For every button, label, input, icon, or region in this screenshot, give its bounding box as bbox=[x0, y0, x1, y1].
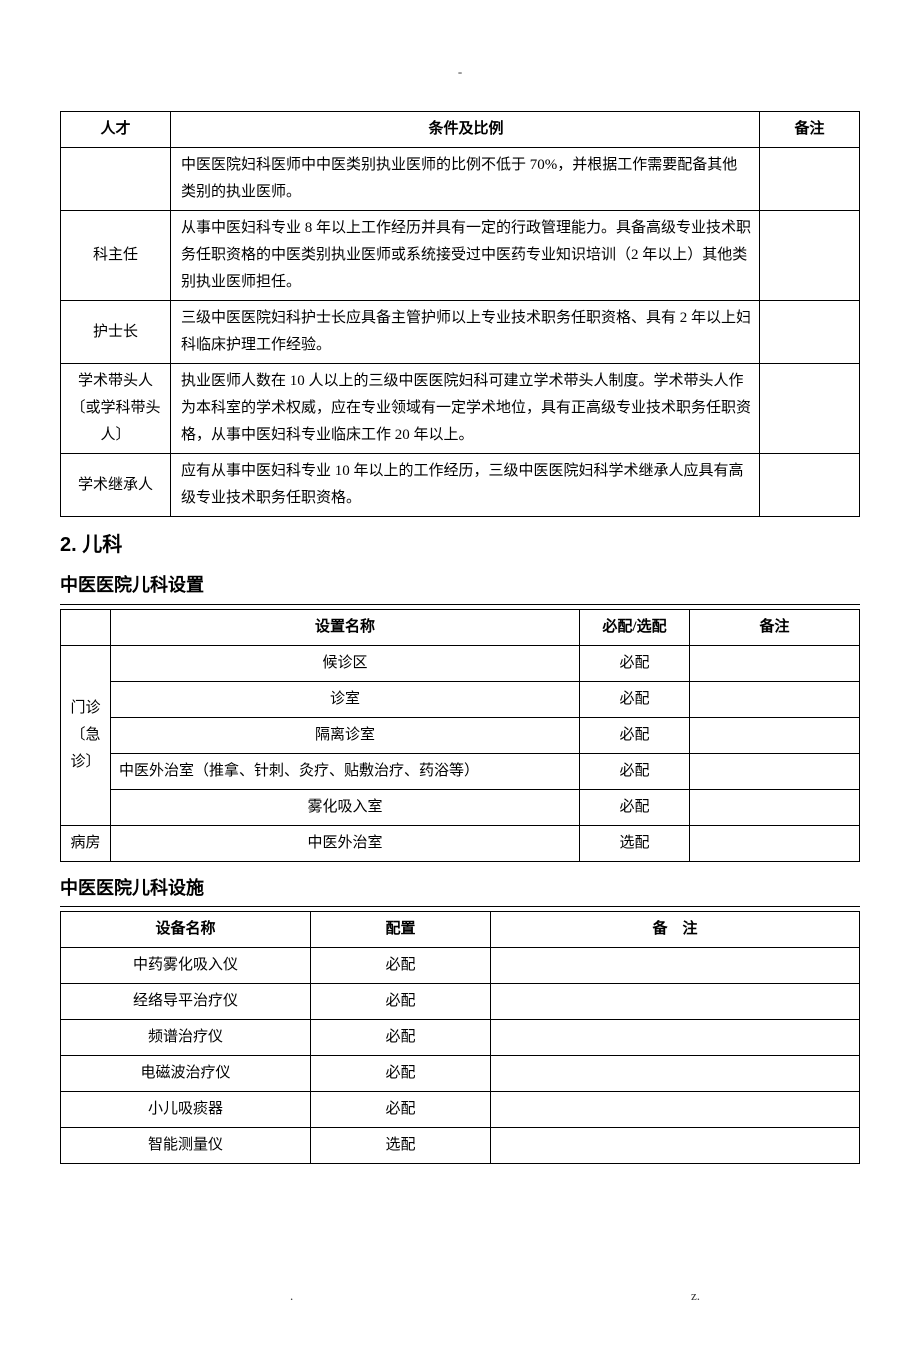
facilities-header-note: 备 注 bbox=[491, 912, 860, 948]
facilities-name: 小儿吸痰器 bbox=[61, 1092, 311, 1128]
talent-note bbox=[760, 211, 860, 301]
talent-header-note: 备注 bbox=[760, 112, 860, 148]
settings-note bbox=[690, 825, 860, 861]
settings-name: 诊室 bbox=[111, 681, 580, 717]
talent-note bbox=[760, 454, 860, 517]
table-row: 中药雾化吸入仪 必配 bbox=[61, 948, 860, 984]
page-top-mark: - bbox=[60, 60, 860, 83]
talent-role: 学术带头人〔或学科带头人〕 bbox=[61, 364, 171, 454]
pediatrics-settings-table: 设置名称 必配/选配 备注 门诊〔急诊〕 候诊区 必配 诊室 必配 隔离诊室 必… bbox=[60, 609, 860, 862]
settings-table-header: 设置名称 必配/选配 备注 bbox=[61, 609, 860, 645]
table-row: 智能测量仪 选配 bbox=[61, 1128, 860, 1164]
facilities-note bbox=[491, 984, 860, 1020]
table-row: 科主任 从事中医妇科专业 8 年以上工作经历并具有一定的行政管理能力。具备高级专… bbox=[61, 211, 860, 301]
settings-config: 必配 bbox=[580, 789, 690, 825]
talent-condition: 执业医师人数在 10 人以上的三级中医医院妇科可建立学术带头人制度。学术带头人作… bbox=[171, 364, 760, 454]
talent-note bbox=[760, 364, 860, 454]
talent-role: 学术继承人 bbox=[61, 454, 171, 517]
settings-note bbox=[690, 717, 860, 753]
pediatrics-facilities-table: 设备名称 配置 备 注 中药雾化吸入仪 必配 经络导平治疗仪 必配 频谱治疗仪 … bbox=[60, 911, 860, 1164]
talent-role: 护士长 bbox=[61, 301, 171, 364]
facilities-config: 必配 bbox=[311, 948, 491, 984]
settings-config: 必配 bbox=[580, 681, 690, 717]
facilities-name: 电磁波治疗仪 bbox=[61, 1056, 311, 1092]
talent-header-condition: 条件及比例 bbox=[171, 112, 760, 148]
table-row: 中医医院妇科医师中中医类别执业医师的比例不低于 70%，并根据工作需要配备其他类… bbox=[61, 148, 860, 211]
table-row: 学术继承人 应有从事中医妇科专业 10 年以上的工作经历，三级中医医院妇科学术继… bbox=[61, 454, 860, 517]
talent-role bbox=[61, 148, 171, 211]
facilities-config: 选配 bbox=[311, 1128, 491, 1164]
facilities-name: 频谱治疗仪 bbox=[61, 1020, 311, 1056]
facilities-note bbox=[491, 1056, 860, 1092]
settings-group-outpatient: 门诊〔急诊〕 bbox=[61, 645, 111, 825]
talent-condition: 应有从事中医妇科专业 10 年以上的工作经历，三级中医医院妇科学术继承人应具有高… bbox=[171, 454, 760, 517]
settings-name: 隔离诊室 bbox=[111, 717, 580, 753]
settings-name: 中医外治室（推拿、针刺、灸疗、贴敷治疗、药浴等） bbox=[111, 753, 580, 789]
talent-role: 科主任 bbox=[61, 211, 171, 301]
table-row: 中医外治室（推拿、针刺、灸疗、贴敷治疗、药浴等） 必配 bbox=[61, 753, 860, 789]
settings-note bbox=[690, 753, 860, 789]
page-footer: . z. bbox=[60, 1284, 860, 1307]
facilities-table-header: 设备名称 配置 备 注 bbox=[61, 912, 860, 948]
table-row: 小儿吸痰器 必配 bbox=[61, 1092, 860, 1128]
talent-note bbox=[760, 301, 860, 364]
table-row: 诊室 必配 bbox=[61, 681, 860, 717]
settings-name: 中医外治室 bbox=[111, 825, 580, 861]
facilities-header-config: 配置 bbox=[311, 912, 491, 948]
footer-mark-right: z. bbox=[691, 1284, 700, 1307]
facilities-note bbox=[491, 1020, 860, 1056]
settings-config: 选配 bbox=[580, 825, 690, 861]
table-row: 雾化吸入室 必配 bbox=[61, 789, 860, 825]
facilities-note bbox=[491, 948, 860, 984]
settings-note bbox=[690, 645, 860, 681]
talent-condition: 三级中医医院妇科护士长应具备主管护师以上专业技术职务任职资格、具有 2 年以上妇… bbox=[171, 301, 760, 364]
table-row: 隔离诊室 必配 bbox=[61, 717, 860, 753]
section-pediatrics: 2. 儿科 bbox=[60, 527, 860, 563]
table-row: 电磁波治疗仪 必配 bbox=[61, 1056, 860, 1092]
talent-condition: 中医医院妇科医师中中医类别执业医师的比例不低于 70%，并根据工作需要配备其他类… bbox=[171, 148, 760, 211]
settings-note bbox=[690, 789, 860, 825]
facilities-name: 经络导平治疗仪 bbox=[61, 984, 311, 1020]
settings-note bbox=[690, 681, 860, 717]
table-row: 病房 中医外治室 选配 bbox=[61, 825, 860, 861]
table-row: 学术带头人〔或学科带头人〕 执业医师人数在 10 人以上的三级中医医院妇科可建立… bbox=[61, 364, 860, 454]
talent-note bbox=[760, 148, 860, 211]
facilities-note bbox=[491, 1128, 860, 1164]
settings-header-name: 设置名称 bbox=[111, 609, 580, 645]
settings-header-note: 备注 bbox=[690, 609, 860, 645]
facilities-config: 必配 bbox=[311, 984, 491, 1020]
settings-header-config: 必配/选配 bbox=[580, 609, 690, 645]
settings-header-empty bbox=[61, 609, 111, 645]
talent-header-role: 人才 bbox=[61, 112, 171, 148]
footer-mark-left: . bbox=[290, 1284, 293, 1307]
settings-name: 候诊区 bbox=[111, 645, 580, 681]
facilities-config: 必配 bbox=[311, 1092, 491, 1128]
subsection-settings: 中医医院儿科设置 bbox=[60, 569, 860, 604]
subsection-facilities: 中医医院儿科设施 bbox=[60, 872, 860, 907]
settings-name: 雾化吸入室 bbox=[111, 789, 580, 825]
table-row: 护士长 三级中医医院妇科护士长应具备主管护师以上专业技术职务任职资格、具有 2 … bbox=[61, 301, 860, 364]
settings-group-ward: 病房 bbox=[61, 825, 111, 861]
table-row: 门诊〔急诊〕 候诊区 必配 bbox=[61, 645, 860, 681]
talent-table: 人才 条件及比例 备注 中医医院妇科医师中中医类别执业医师的比例不低于 70%，… bbox=[60, 111, 860, 517]
facilities-name: 智能测量仪 bbox=[61, 1128, 311, 1164]
facilities-header-name: 设备名称 bbox=[61, 912, 311, 948]
talent-table-header: 人才 条件及比例 备注 bbox=[61, 112, 860, 148]
facilities-config: 必配 bbox=[311, 1056, 491, 1092]
talent-condition: 从事中医妇科专业 8 年以上工作经历并具有一定的行政管理能力。具备高级专业技术职… bbox=[171, 211, 760, 301]
settings-config: 必配 bbox=[580, 645, 690, 681]
settings-config: 必配 bbox=[580, 753, 690, 789]
table-row: 经络导平治疗仪 必配 bbox=[61, 984, 860, 1020]
settings-config: 必配 bbox=[580, 717, 690, 753]
facilities-config: 必配 bbox=[311, 1020, 491, 1056]
table-row: 频谱治疗仪 必配 bbox=[61, 1020, 860, 1056]
facilities-note bbox=[491, 1092, 860, 1128]
facilities-name: 中药雾化吸入仪 bbox=[61, 948, 311, 984]
